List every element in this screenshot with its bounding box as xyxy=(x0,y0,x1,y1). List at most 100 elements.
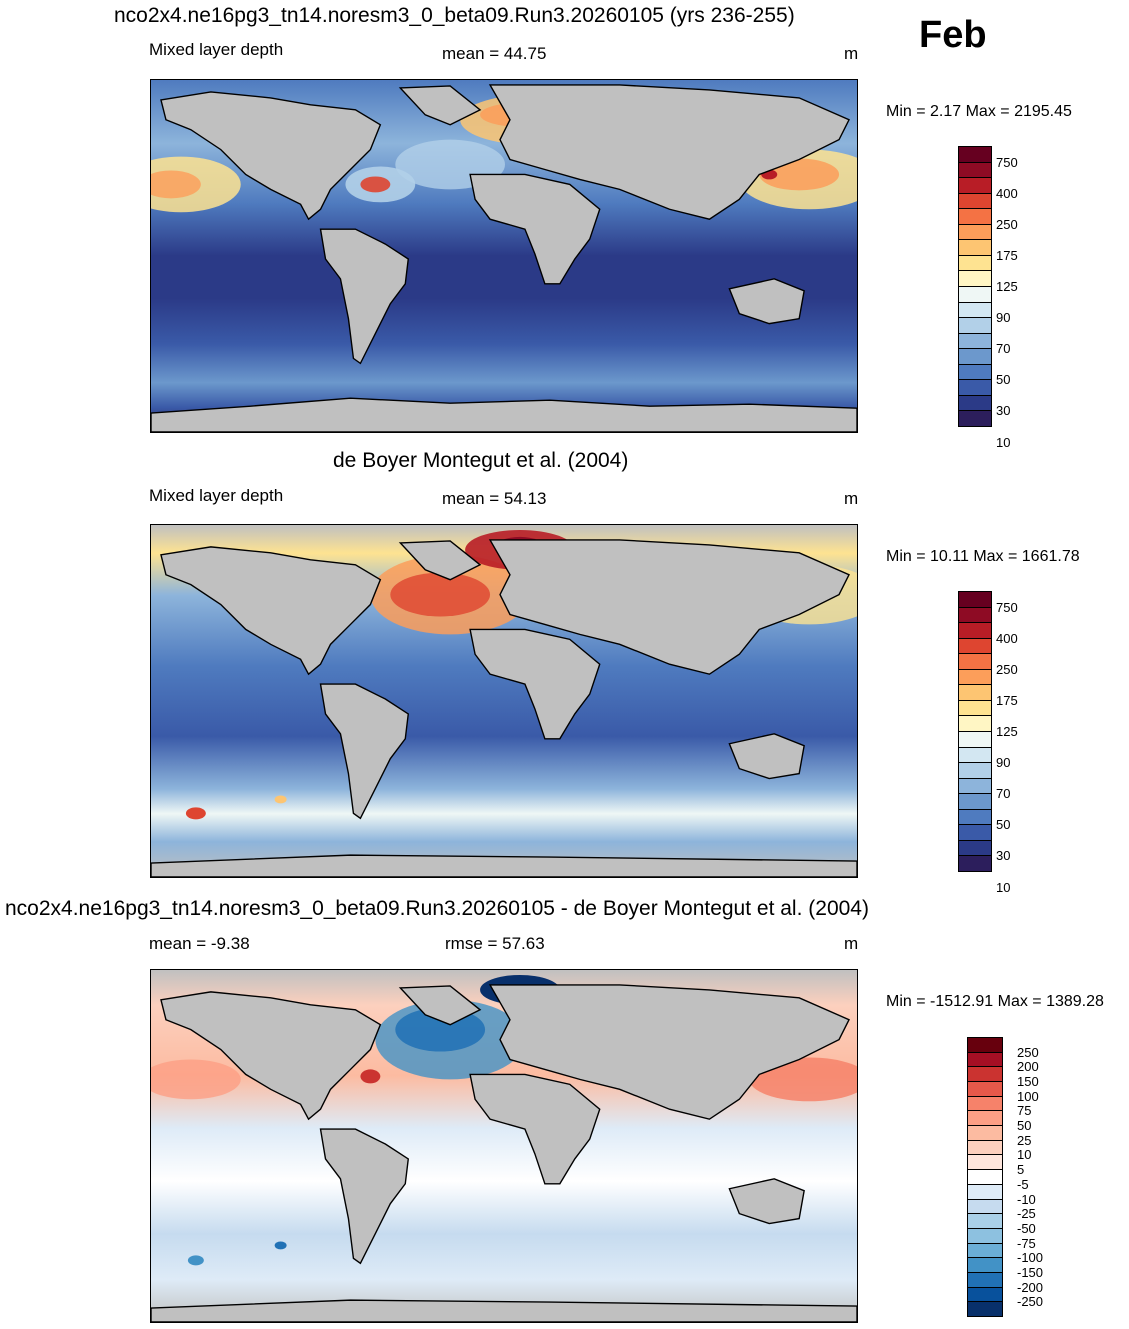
colorbar-label: 175 xyxy=(996,247,1018,263)
panel-3-units: m xyxy=(844,934,859,953)
colorbar-label: 50 xyxy=(996,372,1011,388)
colorbar-label: 750 xyxy=(996,599,1018,615)
colorbar-swatch xyxy=(967,1213,1003,1229)
colorbar-swatch xyxy=(958,146,992,163)
colorbar-label: 50 xyxy=(1017,1118,1032,1134)
panel-1-minmax: Min = 2.17 Max = 2195.45 xyxy=(886,103,1072,120)
colorbar-swatch xyxy=(958,808,992,826)
panel-1-title: nco2x4.ne16pg3_tn14.noresm3_0_beta09.Run… xyxy=(114,4,795,27)
colorbar-label: -25 xyxy=(1017,1206,1036,1222)
colorbar-swatch xyxy=(958,622,992,639)
colorbar-label: 70 xyxy=(996,341,1011,357)
colorbar-label: 10 xyxy=(996,434,1011,450)
colorbar-swatch xyxy=(958,223,992,241)
colorbar-swatch xyxy=(958,731,992,748)
colorbar-swatch xyxy=(958,286,992,303)
colorbar-label: 90 xyxy=(996,310,1011,326)
panel-2-map-svg xyxy=(151,525,857,877)
panel-1-map-svg xyxy=(151,80,857,432)
colorbar-swatch xyxy=(958,270,992,287)
colorbar-swatch xyxy=(958,591,992,608)
colorbar-swatch xyxy=(967,1257,1003,1273)
colorbar-label: -100 xyxy=(1017,1250,1044,1266)
colorbar-swatch xyxy=(958,332,992,350)
colorbar-swatch xyxy=(958,254,992,272)
colorbar-swatch xyxy=(958,606,992,624)
colorbar-swatch xyxy=(967,1183,1003,1200)
colorbar-swatch xyxy=(958,394,992,412)
colorbar-label: 200 xyxy=(1017,1059,1039,1075)
colorbar-label: 5 xyxy=(1017,1162,1025,1178)
colorbar-label: 30 xyxy=(996,403,1011,419)
colorbar-label: 50 xyxy=(996,817,1011,833)
colorbar-swatch xyxy=(958,192,992,210)
colorbar-swatch xyxy=(958,348,992,365)
panel-3-map xyxy=(150,969,858,1323)
colorbar-swatch xyxy=(958,317,992,334)
colorbar-label: -200 xyxy=(1017,1279,1044,1295)
colorbar-label: 70 xyxy=(996,786,1011,802)
panel-3-title: nco2x4.ne16pg3_tn14.noresm3_0_beta09.Run… xyxy=(5,897,869,920)
colorbar-swatch xyxy=(958,239,992,256)
colorbar-swatch xyxy=(958,777,992,795)
colorbar-label: 10 xyxy=(996,879,1011,895)
colorbar-label: 400 xyxy=(996,630,1018,646)
colorbar-swatch xyxy=(967,1271,1003,1288)
colorbar-swatch xyxy=(967,1081,1003,1097)
colorbar-swatch xyxy=(958,301,992,319)
colorbar-label: 75 xyxy=(1017,1103,1032,1119)
colorbar-swatch xyxy=(967,1198,1003,1215)
colorbar-label: -5 xyxy=(1017,1176,1029,1192)
colorbar-label: 90 xyxy=(996,755,1011,771)
colorbar-swatch xyxy=(967,1095,1003,1112)
colorbar-swatch xyxy=(958,177,992,194)
panel-2-mean: mean = 54.13 xyxy=(442,489,547,508)
colorbar-swatch xyxy=(958,793,992,810)
colorbar-label: 175 xyxy=(996,692,1018,708)
colorbar-swatch xyxy=(958,653,992,670)
panel-2-map xyxy=(150,524,858,878)
colorbar-swatch xyxy=(967,1227,1003,1244)
colorbar-label: 150 xyxy=(1017,1074,1039,1090)
colorbar-label: 125 xyxy=(996,279,1018,294)
colorbar-swatch xyxy=(967,1110,1003,1127)
colorbar-swatch xyxy=(958,824,992,841)
colorbar-label: -50 xyxy=(1017,1220,1036,1236)
colorbar-swatch xyxy=(958,684,992,701)
panel-3-mean: mean = -9.38 xyxy=(149,934,250,953)
month-label: Feb xyxy=(919,14,987,56)
panel-2-minmax: Min = 10.11 Max = 1661.78 xyxy=(886,548,1080,565)
colorbar-swatch xyxy=(958,410,992,427)
colorbar-swatch xyxy=(967,1051,1003,1068)
colorbar-label: 100 xyxy=(1017,1088,1039,1104)
colorbar-swatch xyxy=(967,1154,1003,1171)
panel-3-minmax: Min = -1512.91 Max = 1389.28 xyxy=(886,993,1104,1010)
panel-2-title: de Boyer Montegut et al. (2004) xyxy=(333,449,629,472)
colorbar-swatch xyxy=(958,208,992,225)
colorbar-swatch xyxy=(967,1286,1003,1303)
colorbar-label: 750 xyxy=(996,154,1018,170)
colorbar-label: 25 xyxy=(1017,1132,1032,1148)
panel-1-map xyxy=(150,79,858,433)
colorbar-swatch xyxy=(958,839,992,857)
colorbar-swatch xyxy=(967,1301,1003,1317)
panel-1-units: m xyxy=(844,44,859,63)
colorbar-swatch xyxy=(958,855,992,872)
colorbar-swatch xyxy=(967,1242,1003,1259)
colorbar-swatch xyxy=(967,1037,1003,1053)
colorbar-label: 125 xyxy=(996,724,1018,739)
colorbar-swatch xyxy=(958,746,992,764)
panel-1-mean: mean = 44.75 xyxy=(442,44,547,63)
colorbar-swatch xyxy=(958,161,992,179)
panel-2-units: m xyxy=(844,489,859,508)
panel-2-colorbar: 750 400 250 175 125 90 70 50 30 10 xyxy=(958,591,1018,895)
colorbar-swatch xyxy=(967,1125,1003,1141)
colorbar-label: 30 xyxy=(996,848,1011,864)
panel-3-rmse: rmse = 57.63 xyxy=(445,934,545,953)
colorbar-label: -75 xyxy=(1017,1235,1036,1251)
colorbar-label: 400 xyxy=(996,185,1018,201)
colorbar-label: -250 xyxy=(1017,1294,1044,1310)
colorbar-swatch xyxy=(958,699,992,717)
panel-2-left-label: Mixed layer depth xyxy=(149,486,284,505)
colorbar-label: 10 xyxy=(1017,1147,1032,1163)
